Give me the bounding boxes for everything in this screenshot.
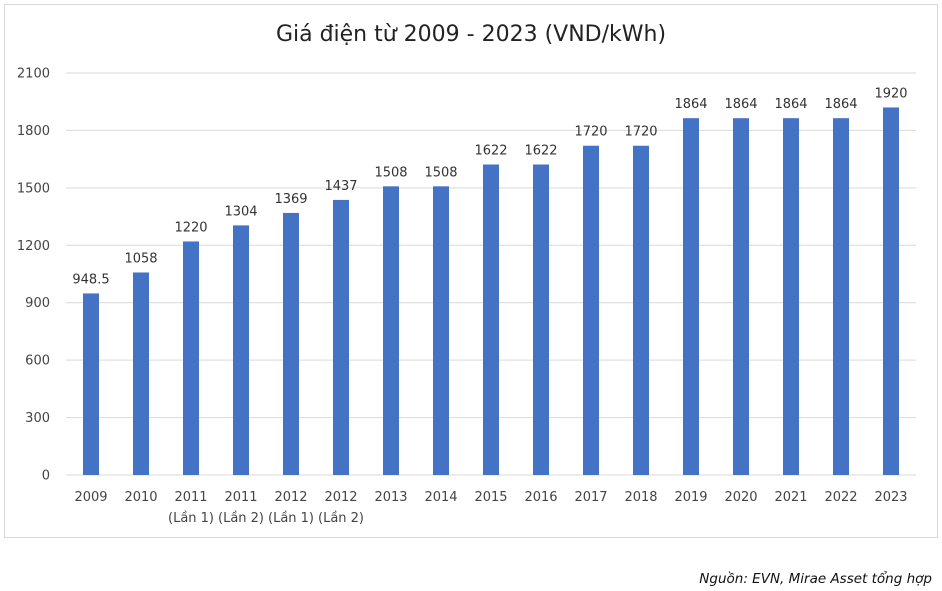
data-label: 1720: [624, 125, 657, 140]
y-tick-label: 2100: [17, 67, 50, 82]
data-label: 1437: [324, 179, 357, 194]
x-tick-label: 2019: [674, 490, 707, 505]
data-labels: 948.5 1058 1220 1304 1369 1437 1508 1508 1622 162…: [72, 86, 907, 287]
bars: [83, 107, 899, 476]
bar: [533, 164, 549, 475]
bar: [133, 272, 149, 475]
x-tick-label: 2015: [474, 490, 507, 505]
x-tick-label: 2013: [374, 490, 407, 505]
x-tick-label: 2022: [824, 490, 857, 505]
data-label: 1369: [274, 192, 307, 207]
data-label: 1622: [524, 144, 557, 159]
x-tick-label: 2016: [524, 490, 557, 505]
y-axis-ticks: 0 300 600 900 1200 1500 1800 2100: [17, 67, 50, 484]
y-tick-label: 300: [25, 411, 50, 426]
bar: [633, 145, 649, 475]
x-tick-label: 2017: [574, 490, 607, 505]
data-label: 1920: [874, 86, 907, 101]
x-tick-label: (Lần 2): [318, 511, 364, 526]
data-label: 1622: [474, 144, 507, 159]
bar: [333, 199, 349, 475]
bar: [683, 118, 699, 476]
data-label: 948.5: [72, 272, 109, 287]
bar: [483, 164, 499, 475]
y-tick-label: 1800: [17, 124, 50, 139]
x-tick-label: 2018: [624, 490, 657, 505]
bar: [283, 212, 299, 476]
x-tick-label: (Lần 2): [218, 511, 264, 526]
source-note: Nguồn: EVN, Mirae Asset tổng hợp: [699, 571, 932, 587]
x-tick-label: (Lần 1): [268, 511, 314, 526]
data-label: 1864: [674, 97, 707, 112]
x-tick-label: 2009: [74, 490, 107, 505]
x-tick-label: 2010: [124, 490, 157, 505]
bar: [383, 186, 399, 475]
bar: [833, 118, 849, 476]
data-label: 1720: [574, 125, 607, 140]
x-tick-label: 2011: [174, 490, 207, 505]
bar-chart: 948.5 1058 1220 1304 1369 1437 1508 1508 1622 162…: [17, 67, 916, 526]
x-tick-label: 2012: [324, 490, 357, 505]
chart-title: Giá điện từ 2009 - 2023 (VND/kWh): [275, 22, 667, 47]
y-tick-label: 1500: [17, 181, 50, 196]
y-tick-label: 1200: [17, 239, 50, 254]
x-tick-label: 2020: [724, 490, 757, 505]
bar: [883, 107, 899, 475]
data-label: 1304: [224, 204, 257, 219]
bar: [183, 241, 199, 475]
x-tick-label: 2014: [424, 490, 457, 505]
x-tick-label: (Lần 1): [168, 511, 214, 526]
y-tick-label: 900: [25, 296, 50, 311]
y-tick-label: 0: [42, 469, 50, 484]
x-tick-label: 2023: [874, 490, 907, 505]
bar: [233, 225, 249, 475]
bar: [783, 118, 799, 476]
bar: [583, 145, 599, 475]
chart-frame: [4, 4, 938, 538]
y-tick-label: 600: [25, 354, 50, 369]
data-label: 1864: [724, 97, 757, 112]
data-label: 1864: [774, 97, 807, 112]
bar: [83, 293, 99, 475]
data-label: 1508: [424, 165, 457, 180]
x-tick-label: 2012: [274, 490, 307, 505]
data-label: 1864: [824, 97, 857, 112]
x-tick-label: 2021: [774, 490, 807, 505]
data-label: 1058: [124, 251, 157, 266]
data-label: 1220: [174, 220, 207, 235]
bar: [433, 186, 449, 475]
x-tick-label: 2011: [224, 490, 257, 505]
data-label: 1508: [374, 165, 407, 180]
x-axis-ticks: 2009 2010 2011 (Lần 1) 2011 (Lần 2) 2012 (Lần 1…: [74, 490, 907, 526]
bar: [733, 118, 749, 476]
